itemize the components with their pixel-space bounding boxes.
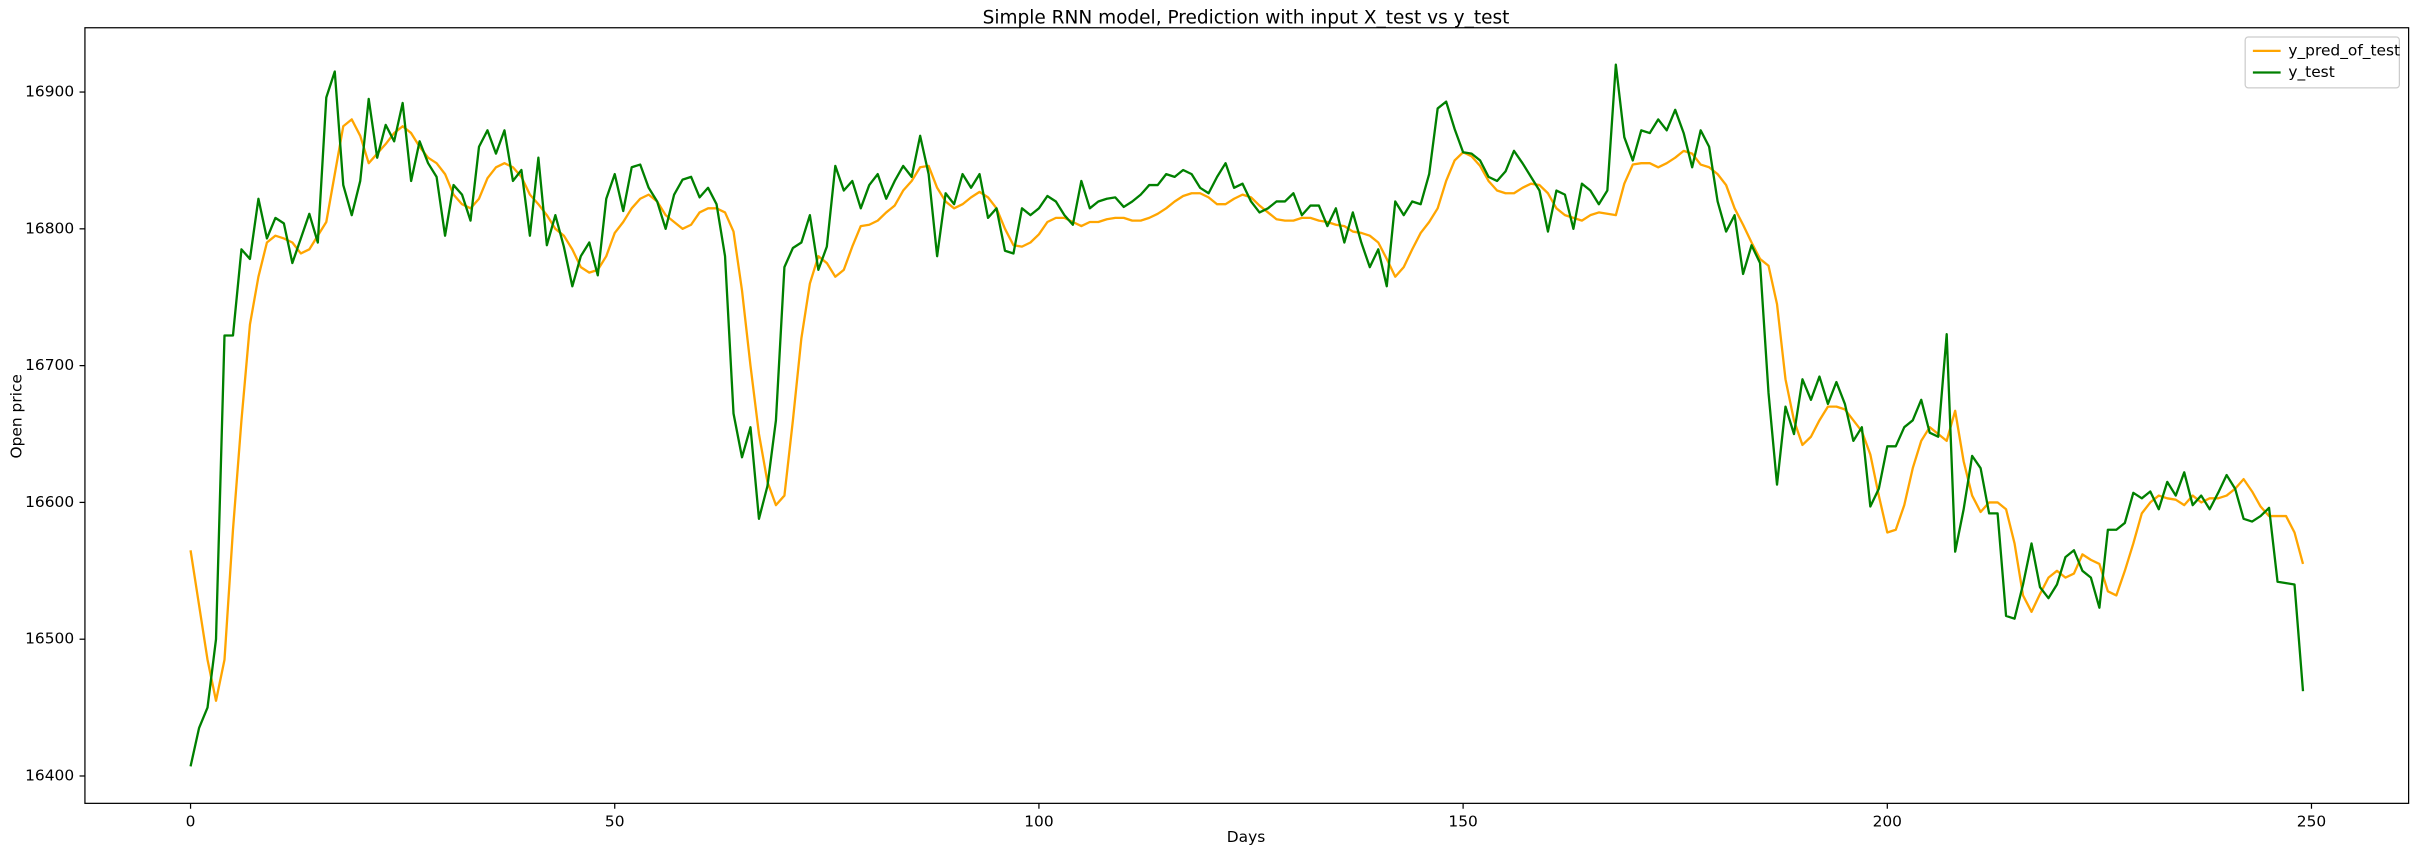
plot-frame <box>84 27 2410 804</box>
x-axis-label: Days <box>1227 828 1265 846</box>
legend: y_pred_of_test y_test <box>2244 36 2400 89</box>
x-tick-label: 250 <box>2297 812 2326 830</box>
data-line <box>189 63 2305 767</box>
x-tick-label: 100 <box>1024 812 1053 830</box>
y-axis-label: Open price <box>8 374 26 458</box>
x-tick-label: 150 <box>1448 812 1477 830</box>
y-tick-label: 16400 <box>25 766 74 784</box>
chart-title: Simple RNN model, Prediction with input … <box>983 8 1510 29</box>
x-tick-label: 200 <box>1873 812 1902 830</box>
legend-box <box>2244 36 2400 89</box>
legend-label: y_test <box>2288 63 2334 82</box>
x-tick-label: 50 <box>605 812 625 830</box>
y-tick-label: 16600 <box>25 493 74 511</box>
y-tick-label: 16700 <box>25 356 74 374</box>
legend-label: y_pred_of_test <box>2288 41 2400 60</box>
y-tick-label: 16500 <box>25 630 74 648</box>
x-tick-label: 0 <box>186 812 196 830</box>
y-tick-label: 16900 <box>25 83 74 101</box>
y-tick-label: 16800 <box>25 219 74 237</box>
